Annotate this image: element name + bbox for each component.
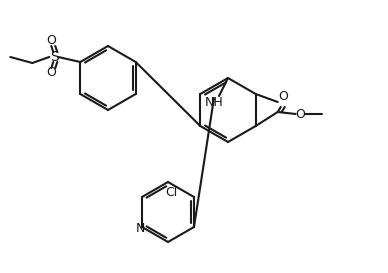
Text: N: N	[135, 221, 145, 235]
Text: O: O	[46, 67, 56, 79]
Text: O: O	[46, 34, 56, 48]
Text: NH: NH	[204, 96, 223, 108]
Text: Cl: Cl	[165, 185, 177, 198]
Text: S: S	[50, 50, 59, 64]
Text: O: O	[278, 90, 288, 102]
Text: O: O	[295, 108, 305, 120]
